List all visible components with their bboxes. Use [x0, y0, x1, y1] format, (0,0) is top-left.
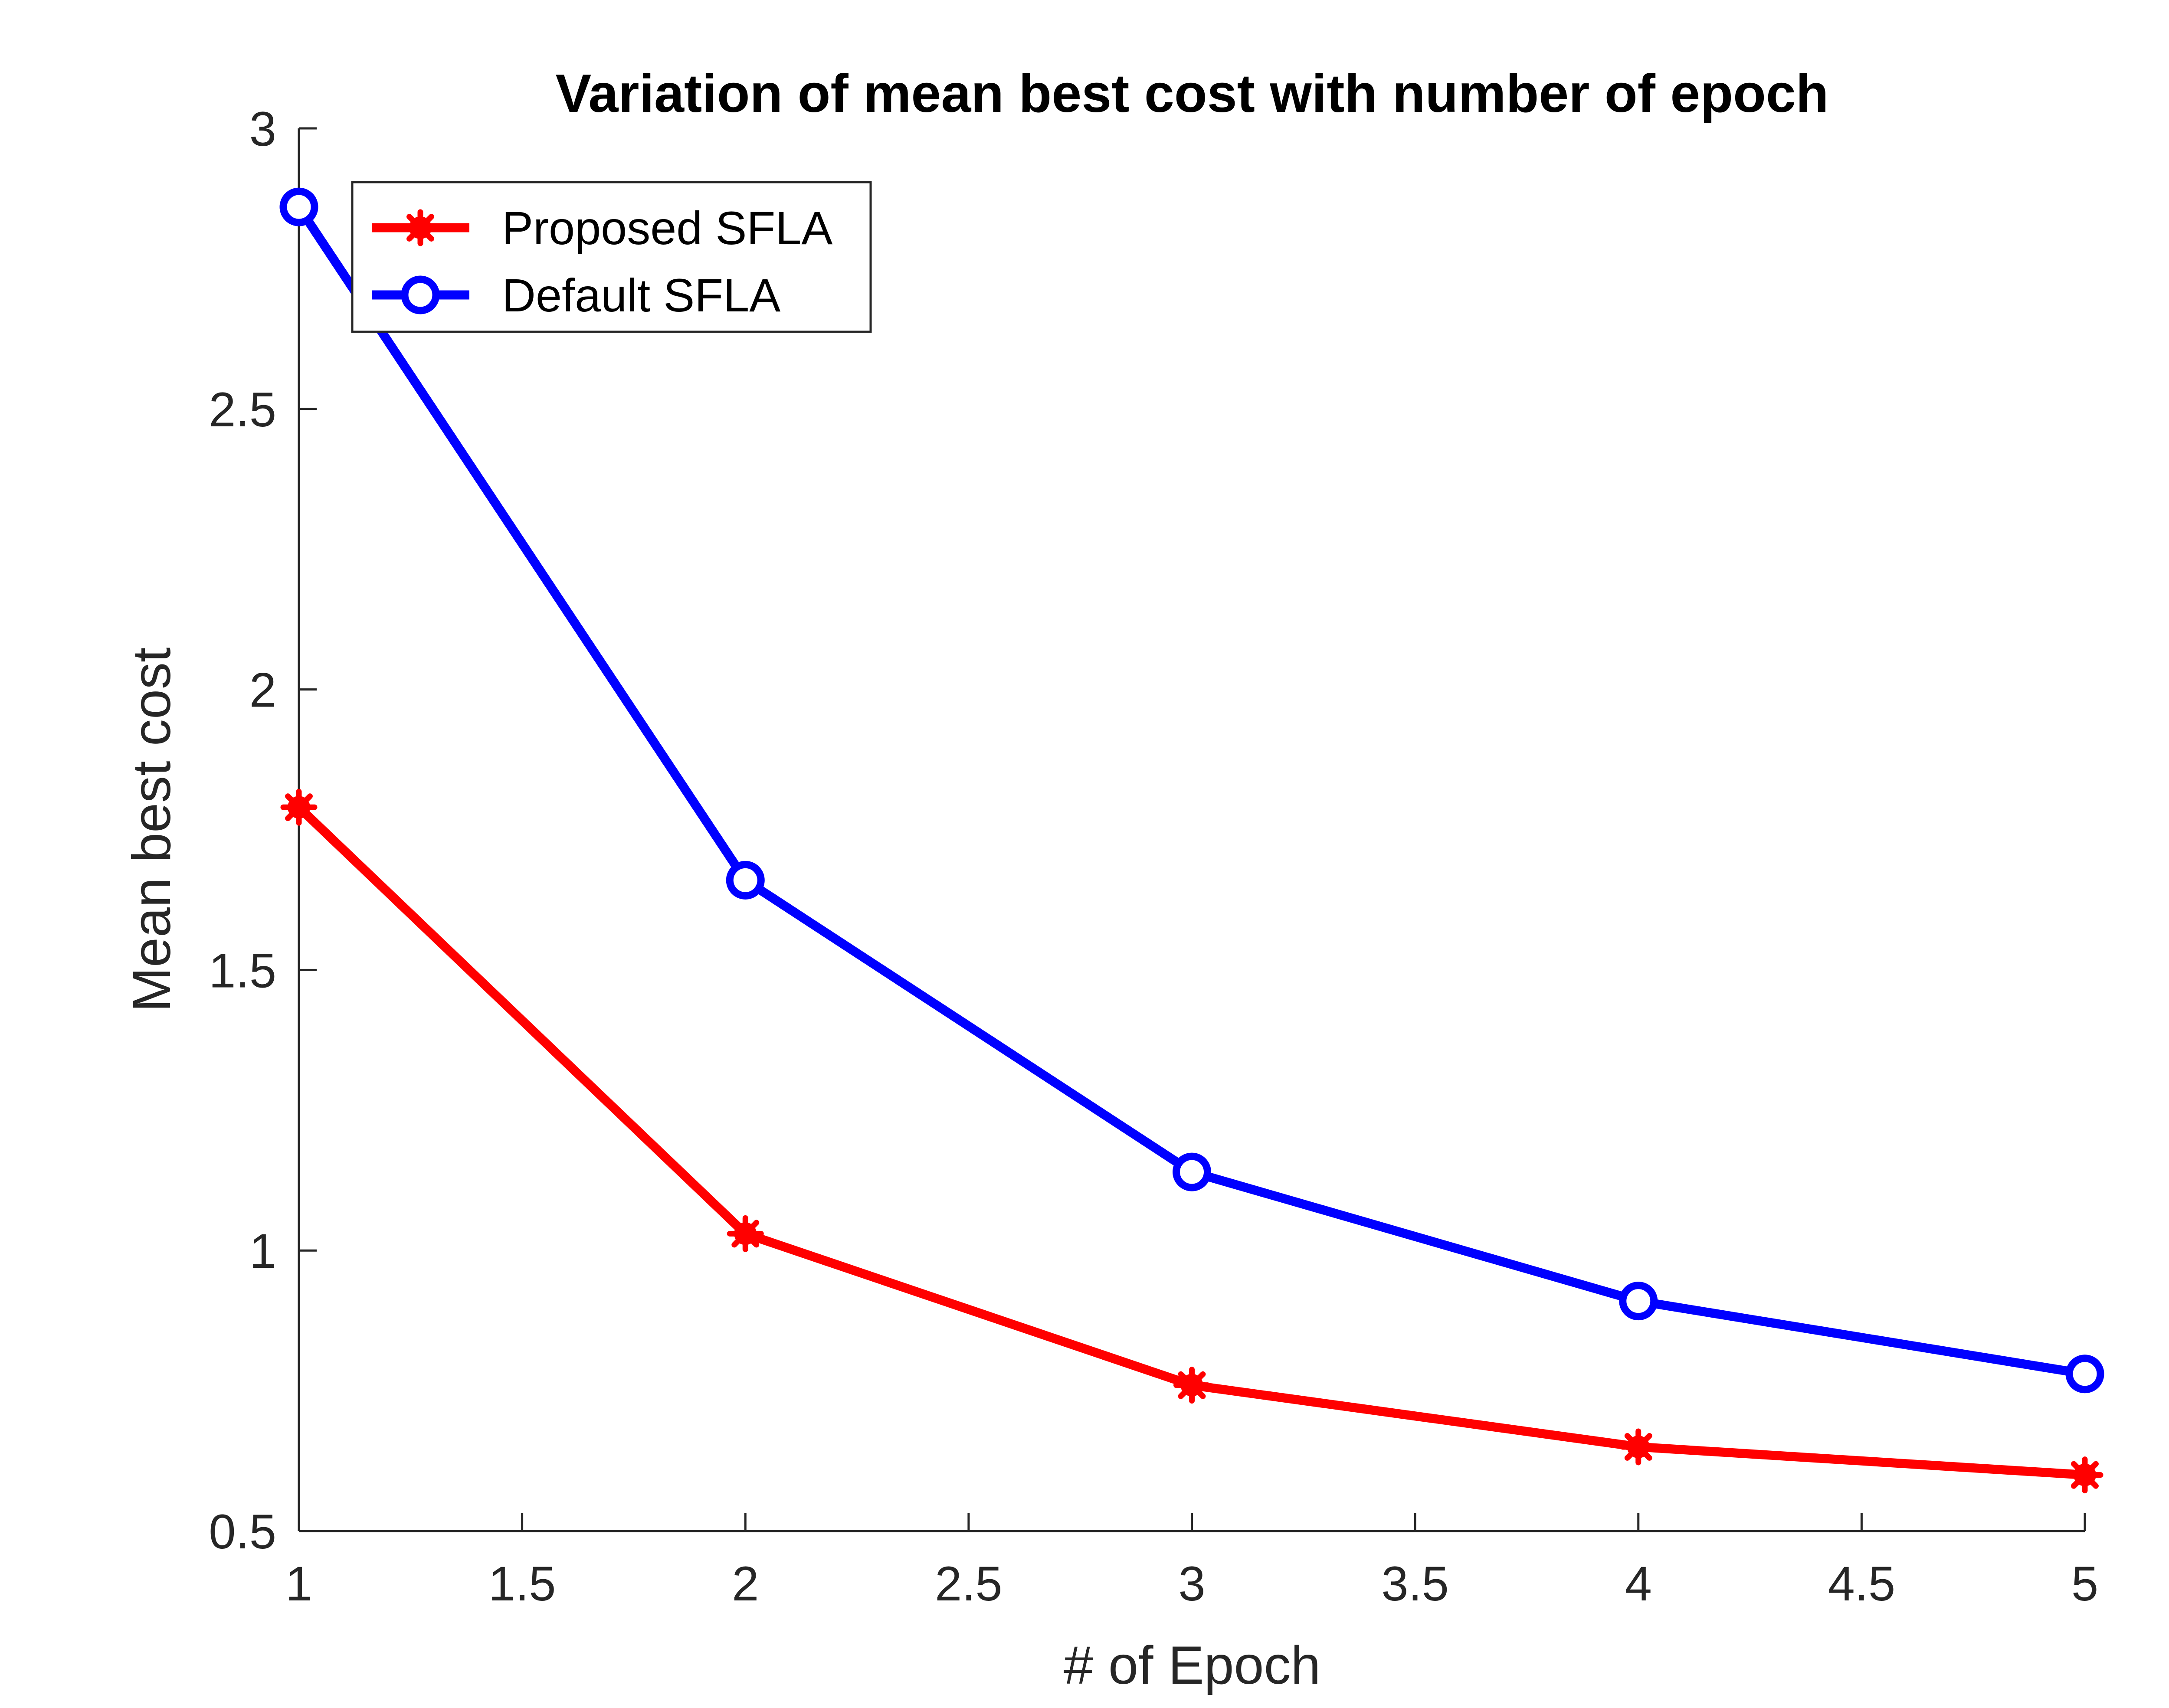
y-axis-label: Mean best cost — [122, 648, 182, 1012]
x-tick-label: 1.5 — [488, 1557, 556, 1611]
x-tick-label: 1 — [285, 1557, 312, 1611]
y-tick-label: 1 — [249, 1224, 276, 1278]
data-point — [2065, 1355, 2104, 1394]
x-tick-label: 5 — [2071, 1557, 2098, 1611]
data-point — [2066, 1456, 2103, 1494]
x-tick-label: 4.5 — [1828, 1557, 1896, 1611]
x-tick-label: 3 — [1178, 1557, 1205, 1611]
legend-box — [351, 181, 872, 333]
legend-label: Default SFLA — [502, 269, 780, 321]
marker-spoke — [731, 1220, 760, 1248]
marker-spoke — [406, 214, 434, 242]
data-point — [1619, 1282, 1658, 1321]
marker-spoke — [1178, 1371, 1206, 1399]
series-line — [295, 204, 2086, 1379]
legend-marker — [402, 209, 439, 246]
x-tick-label: 2 — [732, 1557, 759, 1611]
series-proposed-sfla — [280, 789, 2103, 1494]
marker-spoke — [285, 793, 313, 821]
data-point — [726, 861, 765, 900]
data-point — [279, 187, 318, 226]
data-point — [1620, 1428, 1657, 1466]
chart-title: Variation of mean best cost with number … — [555, 64, 1828, 124]
y-tick-label: 2.5 — [209, 383, 276, 437]
legend: Proposed SFLA Default SFLA — [351, 181, 872, 333]
legend-label: Proposed SFLA — [502, 202, 832, 254]
y-tick-label: 2 — [249, 663, 276, 717]
data-point — [1173, 1152, 1211, 1191]
axes: 1 1.5 2 2.5 3 3.5 4 4.5 50.511.522.53 — [209, 102, 2098, 1611]
marker-spoke — [1624, 1433, 1652, 1461]
legend-item: Proposed SFLA — [372, 202, 832, 254]
x-tick-label: 3.5 — [1381, 1557, 1449, 1611]
y-tick-label: 0.5 — [209, 1505, 276, 1559]
x-tick-label: 4 — [1625, 1557, 1652, 1611]
series-default-sfla — [279, 187, 2104, 1394]
x-axis-label: # of Epoch — [1064, 1636, 1321, 1695]
marker-spoke — [2071, 1461, 2099, 1489]
data-point — [1173, 1367, 1210, 1404]
data-point — [280, 789, 318, 826]
y-tick-label: 1.5 — [209, 943, 276, 998]
x-tick-label: 2.5 — [935, 1557, 1003, 1611]
series-layer — [279, 187, 2104, 1494]
y-tick-label: 3 — [249, 102, 276, 156]
legend-marker — [401, 275, 440, 314]
data-point — [727, 1215, 764, 1252]
legend-item: Default SFLA — [372, 269, 780, 321]
